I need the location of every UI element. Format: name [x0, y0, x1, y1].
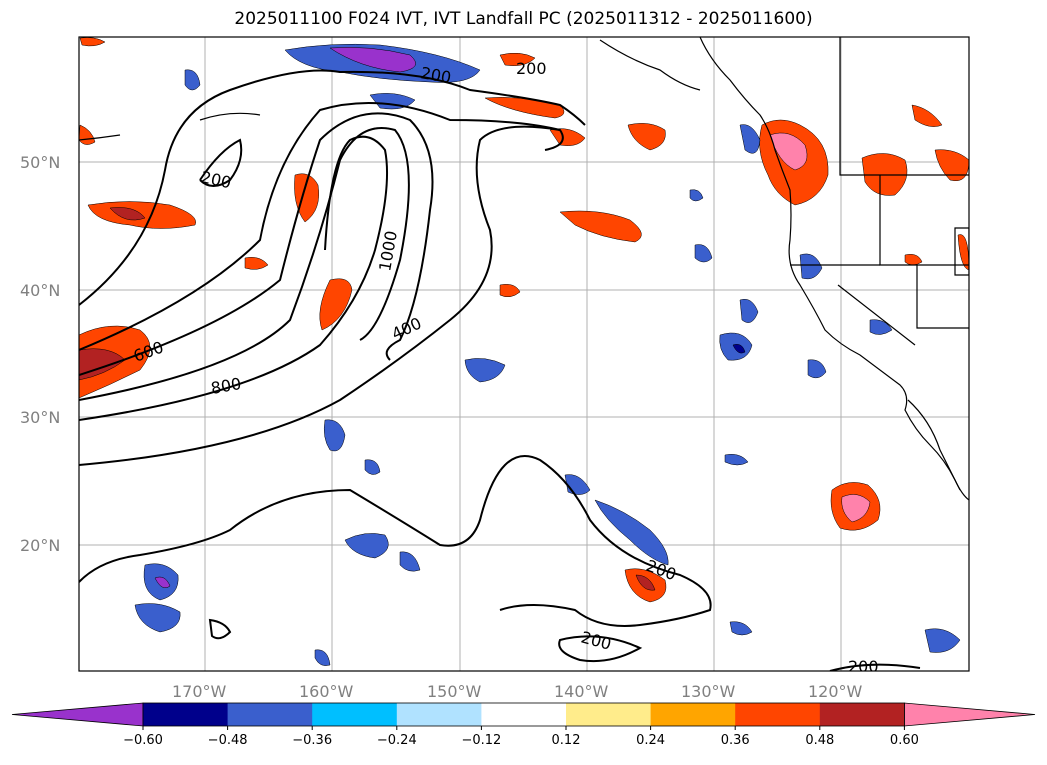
lat-label: 20°N	[20, 536, 60, 555]
positive-pc-fills	[79, 37, 969, 603]
colorbar-tick-label: 0.24	[636, 733, 665, 748]
lat-label: 30°N	[20, 408, 60, 427]
colorbar-tick-label: −0.60	[123, 733, 163, 748]
colorbar-outline	[142, 702, 905, 727]
coastlines	[79, 37, 969, 501]
lon-label: 170°W	[172, 682, 227, 701]
colorbar-segment	[227, 703, 313, 726]
lon-label: 160°W	[299, 682, 354, 701]
colorbar-tick-label: −0.12	[461, 733, 501, 748]
colorbar-tick-label: 0.60	[890, 733, 919, 748]
colorbar-tick-label: 0.12	[552, 733, 581, 748]
colorbar-segment	[566, 703, 652, 726]
latitude-labels: 50°N 40°N 30°N 20°N	[20, 153, 60, 555]
colorbar-extend-min	[11, 702, 144, 727]
contour-label: 200	[516, 59, 547, 78]
colorbar-segment	[143, 703, 229, 726]
colorbar-segment	[819, 703, 905, 726]
map-title: 2025011100 F024 IVT, IVT Landfall PC (20…	[234, 9, 813, 29]
colorbar-segment	[481, 703, 567, 726]
colorbar-tick-label: −0.36	[292, 733, 332, 748]
lon-label: 150°W	[427, 682, 482, 701]
colorbar-extend-max	[904, 702, 1036, 727]
lon-label: 120°W	[808, 682, 863, 701]
gridlines	[79, 37, 969, 671]
map-frame	[78, 36, 970, 672]
ivt-contours	[79, 69, 921, 671]
lon-label: 130°W	[681, 682, 736, 701]
colorbar-tick-label: 0.48	[805, 733, 834, 748]
map-background	[79, 37, 969, 671]
colorbar-segment	[650, 703, 736, 726]
colorbar-tick-label: −0.24	[377, 733, 417, 748]
colorbar-segment	[312, 703, 398, 726]
contour-label: 200	[848, 657, 879, 676]
negative-pc-fills	[134, 43, 961, 666]
lat-label: 50°N	[20, 153, 60, 172]
colorbar: −0.60 −0.48 −0.36 −0.24 −0.12 0.12 0.24 0.36 0.4…	[11, 702, 1036, 748]
colorbar-segment	[735, 703, 821, 726]
lat-label: 40°N	[20, 281, 60, 300]
longitude-labels: 170°W 160°W 150°W 140°W 130°W 120°W	[172, 682, 863, 701]
lon-label: 140°W	[554, 682, 609, 701]
colorbar-tick-label: 0.36	[721, 733, 750, 748]
colorbar-tick-label: −0.48	[208, 733, 248, 748]
colorbar-segment	[396, 703, 482, 726]
